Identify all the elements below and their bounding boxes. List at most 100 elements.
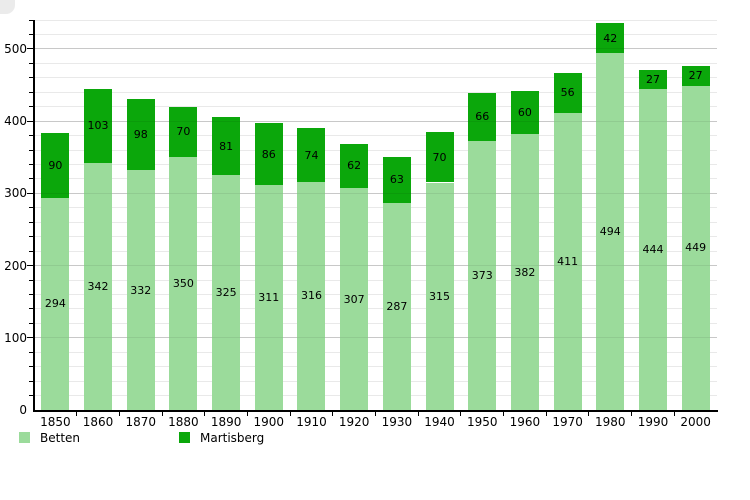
y-axis-minor-tick: [29, 62, 33, 64]
minor-gridline: [35, 279, 717, 281]
y-axis-minor-tick: [29, 322, 33, 324]
bar-segment-martisberg-1890: [212, 116, 241, 176]
bar-segment-betten-1960: [510, 134, 539, 410]
legend-label-betten: Betten: [40, 431, 81, 445]
x-axis-tick: [503, 412, 505, 416]
minor-gridline: [35, 221, 717, 223]
x-axis-tick: [631, 412, 633, 416]
bar-segment-martisberg-1860: [84, 88, 113, 163]
minor-gridline: [35, 366, 717, 368]
y-axis-minor-tick: [29, 351, 33, 353]
major-gridline: [35, 48, 717, 50]
bar-segment-betten-1930: [382, 202, 411, 410]
minor-gridline: [35, 91, 717, 93]
bar-segment-martisberg-1960: [510, 90, 539, 135]
bar-value-label-betten-1920: 307: [343, 292, 365, 306]
bar-segment-betten-1920: [340, 188, 369, 410]
x-axis-tick: [375, 412, 376, 416]
y-axis-minor-tick: [29, 178, 33, 180]
bar-value-label-martisberg-1880: 70: [176, 125, 191, 139]
minor-gridline: [35, 178, 717, 180]
x-axis-line: [33, 410, 718, 412]
legend-swatch-betten: [19, 432, 30, 443]
bar-value-label-betten-1870: 332: [130, 283, 152, 297]
x-axis-tick: [588, 412, 590, 416]
y-axis-tick-label: 100: [4, 330, 27, 345]
bar-value-label-betten-1910: 316: [300, 289, 322, 303]
y-axis-minor-tick: [29, 221, 33, 223]
y-axis-minor-tick: [29, 91, 33, 93]
x-axis-category-label-1880: 1880: [168, 415, 199, 429]
bar-value-label-betten-1980: 494: [599, 225, 621, 239]
major-gridline-overlay: [35, 337, 717, 339]
corner-artifact: [0, 0, 15, 14]
legend-label-martisberg: Martisberg: [200, 431, 265, 445]
y-axis-minor-tick: [29, 149, 33, 151]
minor-gridline: [35, 322, 717, 324]
x-axis-tick: [673, 412, 675, 416]
bar-segment-martisberg-1990: [638, 69, 667, 90]
bar-value-label-martisberg-1990: 27: [645, 73, 660, 87]
minor-gridline: [35, 62, 717, 64]
bar-segment-betten-1980: [596, 53, 625, 410]
major-gridline-overlay: [35, 265, 717, 267]
bar-segment-betten-1880: [169, 157, 198, 410]
bar-value-label-martisberg-1940: 70: [432, 150, 447, 164]
y-axis-minor-tick: [29, 163, 33, 165]
bar-value-label-martisberg-1950: 66: [475, 110, 490, 124]
y-axis-minor-tick: [29, 77, 33, 79]
bar-value-label-martisberg-2000: 27: [688, 69, 703, 83]
major-gridline: [35, 120, 717, 122]
minor-gridline: [35, 33, 717, 35]
bar-segment-martisberg-1940: [425, 131, 454, 183]
y-axis-minor-tick: [29, 308, 33, 310]
y-axis-major-tick: [27, 120, 33, 122]
bar-segment-martisberg-1880: [169, 106, 198, 158]
x-axis-category-label-1950: 1950: [466, 415, 498, 429]
minor-gridline: [35, 77, 717, 79]
bar-segment-martisberg-1970: [553, 72, 582, 114]
y-axis-minor-tick: [29, 106, 33, 108]
y-axis-tick-label: 0: [19, 403, 27, 417]
y-axis-minor-tick: [29, 366, 33, 368]
y-axis-minor-tick: [29, 135, 33, 137]
y-axis-tick-label: 300: [4, 186, 27, 201]
bar-segment-betten-1870: [126, 170, 155, 410]
minor-gridline: [35, 351, 717, 353]
bar-segment-martisberg-1870: [126, 99, 155, 171]
bar-value-label-martisberg-1910: 74: [304, 148, 319, 162]
bar-segment-betten-1940: [425, 182, 454, 410]
y-axis-major-tick: [27, 192, 33, 194]
minor-gridline: [35, 236, 717, 238]
legend-swatch-martisberg: [179, 432, 190, 443]
bar-segment-betten-1900: [254, 185, 283, 410]
x-axis-category-label-1910: 1910: [296, 415, 327, 429]
bar-segment-martisberg-1910: [297, 128, 326, 182]
bar-value-label-martisberg-1900: 86: [261, 147, 276, 161]
bar-value-label-martisberg-1860: 103: [87, 119, 109, 133]
y-axis-tick-label: 400: [4, 114, 27, 129]
minor-gridline: [35, 250, 717, 252]
x-axis-category-label-1850: 1850: [40, 415, 71, 429]
bar-value-label-martisberg-1980: 42: [603, 31, 618, 45]
y-axis-minor-tick: [29, 380, 33, 382]
x-axis-category-label-1900: 1900: [253, 415, 285, 429]
y-axis-line: [33, 20, 35, 412]
x-axis-tick: [460, 412, 462, 416]
bar-value-label-martisberg-1870: 98: [133, 128, 148, 142]
y-axis-major-tick: [27, 337, 33, 339]
bar-segment-betten-1850: [41, 197, 70, 410]
minor-gridline: [35, 135, 717, 137]
minor-gridline: [35, 395, 717, 397]
bar-value-label-betten-1990: 444: [642, 243, 664, 257]
bar-value-label-martisberg-1850: 90: [48, 158, 63, 172]
x-axis-category-label-1890: 1890: [210, 415, 242, 429]
x-axis-category-label-1980: 1980: [595, 415, 626, 429]
x-axis-tick: [332, 412, 334, 416]
x-axis-category-label-1860: 1860: [82, 415, 114, 429]
y-axis-minor-tick: [29, 236, 33, 238]
bar-segment-betten-1890: [212, 175, 241, 410]
bar-segment-martisberg-2000: [681, 66, 710, 86]
x-axis-category-label-2000: 2000: [680, 415, 711, 429]
